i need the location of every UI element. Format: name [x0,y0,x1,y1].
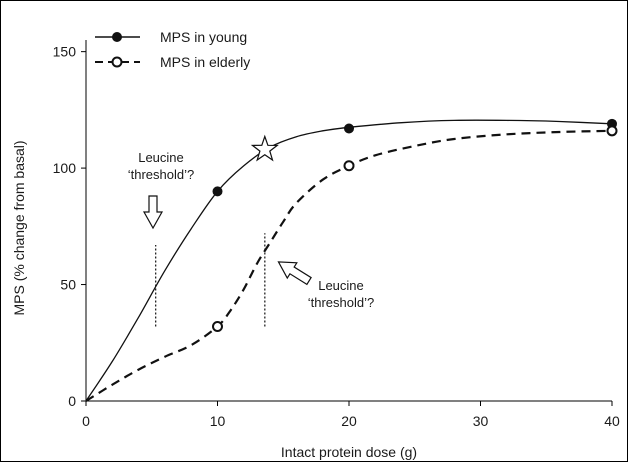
data-point-elderly [343,160,355,172]
annotation-young-threshold: Leucine ‘threshold’? [128,150,195,230]
annotation-label-line: ‘threshold’? [128,167,195,182]
x-tick-label: 20 [341,413,357,429]
data-point-young [344,123,354,134]
x-tick-label: 10 [210,413,226,429]
x-tick-label: 0 [82,413,90,429]
legend-swatch-young-marker [112,32,122,42]
x-axis-ticks: 0 10 20 30 40 [82,401,620,429]
y-tick-label: 0 [68,393,76,409]
annotation-label-line: ‘threshold’? [308,295,375,310]
annotation-layer: Leucine ‘threshold’? Leucine ‘threshold’? [128,134,375,327]
down-arrow-icon [142,195,164,230]
x-axis-label: Intact protein dose (g) [281,444,417,460]
data-point-elderly [212,320,223,332]
x-tick-label: 30 [473,413,489,429]
legend-item-young: MPS in young [95,29,247,45]
y-axis-label: MPS (% change from basal) [11,140,27,315]
star-marker [250,134,279,162]
series-layer [85,118,618,402]
y-tick-label: 50 [60,277,76,293]
y-tick-label: 150 [53,44,77,60]
annotation-label-line: Leucine [318,278,364,293]
legend: MPS in young MPS in elderly [95,29,250,70]
axes: 0 10 20 30 40 0 50 100 150 Intact protein dose … [11,40,620,460]
series-line-elderly [85,129,613,402]
annotation-label-line: Leucine [138,150,184,165]
data-point-elderly [606,125,618,137]
annotation-elderly-threshold: Leucine ‘threshold’? [277,261,375,310]
legend-item-elderly: MPS in elderly [95,54,250,70]
diagonal-arrow-icon [277,261,312,286]
data-point-young [212,186,223,197]
legend-swatch-elderly-marker [111,56,123,68]
y-axis-ticks: 0 50 100 150 [53,44,86,409]
x-tick-label: 40 [604,413,620,429]
legend-label-elderly: MPS in elderly [160,54,250,70]
legend-label-young: MPS in young [160,29,247,45]
series-line-young [85,119,613,402]
y-tick-label: 100 [53,160,77,176]
series-elderly [85,125,618,402]
